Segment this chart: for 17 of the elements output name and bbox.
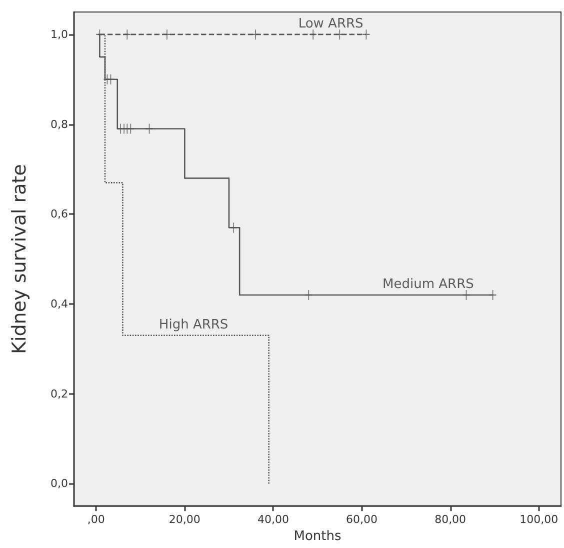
x-tick-label: 20,00 (168, 513, 200, 526)
annotation: Medium ARRS (382, 276, 474, 292)
x-axis-title: Months (294, 529, 342, 544)
annotation: High ARRS (158, 317, 228, 332)
x-tick-label: ,00 (87, 513, 105, 526)
y-tick-label: 0,4 (50, 297, 68, 310)
y-axis-title: Kidney survival rate (8, 164, 30, 354)
annotation: Low ARRS (298, 16, 364, 32)
x-tick-label: 80,00 (434, 513, 466, 526)
y-tick-label: 1,0 (50, 28, 68, 41)
x-tick-label: 40,00 (257, 513, 289, 526)
y-tick-label: 0,6 (50, 208, 68, 221)
y-tick-label: 0,0 (50, 477, 68, 490)
y-tick-label: 0,2 (50, 387, 68, 400)
x-tick-label: 100,00 (520, 513, 558, 526)
x-tick-label: 60,00 (346, 513, 378, 526)
y-tick-label: 0,8 (50, 118, 68, 131)
